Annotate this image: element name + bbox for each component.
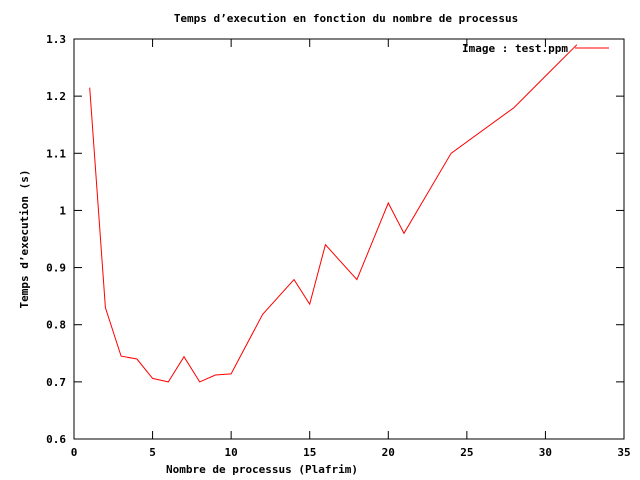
x-tick-label: 25 [460,446,473,459]
y-tick-label: 1.2 [46,90,66,103]
legend: Image : test.ppm [462,42,609,55]
y-axis: 0.6 0.7 0.8 0.9 1 1.1 1.2 1.3 [46,33,624,446]
x-tick-label: 35 [617,446,630,459]
plot-frame [73,38,625,440]
y-tick-label: 0.6 [46,433,66,446]
chart-title: Temps d’execution en fonction du nombre … [174,12,518,25]
series-layer [89,44,578,383]
x-tick-label: 20 [382,446,395,459]
x-tick-label: 0 [71,446,78,459]
y-axis-label: Temps d’execution (s) [18,169,31,308]
series-line [89,44,578,383]
x-tick-label: 10 [225,446,238,459]
y-tick-label: 1.3 [46,33,66,46]
y-tick-label: 1.1 [46,147,66,160]
x-axis-label: Nombre de processus (Plafrim) [166,463,358,476]
x-axis: 0 5 10 15 20 25 30 35 [71,39,631,459]
y-tick-label: 1 [59,204,66,217]
legend-label: Image : test.ppm [462,42,568,55]
x-tick-label: 5 [149,446,156,459]
x-tick-label: 15 [303,446,316,459]
y-tick-label: 0.9 [46,262,66,275]
x-tick-label: 30 [539,446,552,459]
y-tick-label: 0.8 [46,319,66,332]
y-tick-label: 0.7 [46,376,66,389]
